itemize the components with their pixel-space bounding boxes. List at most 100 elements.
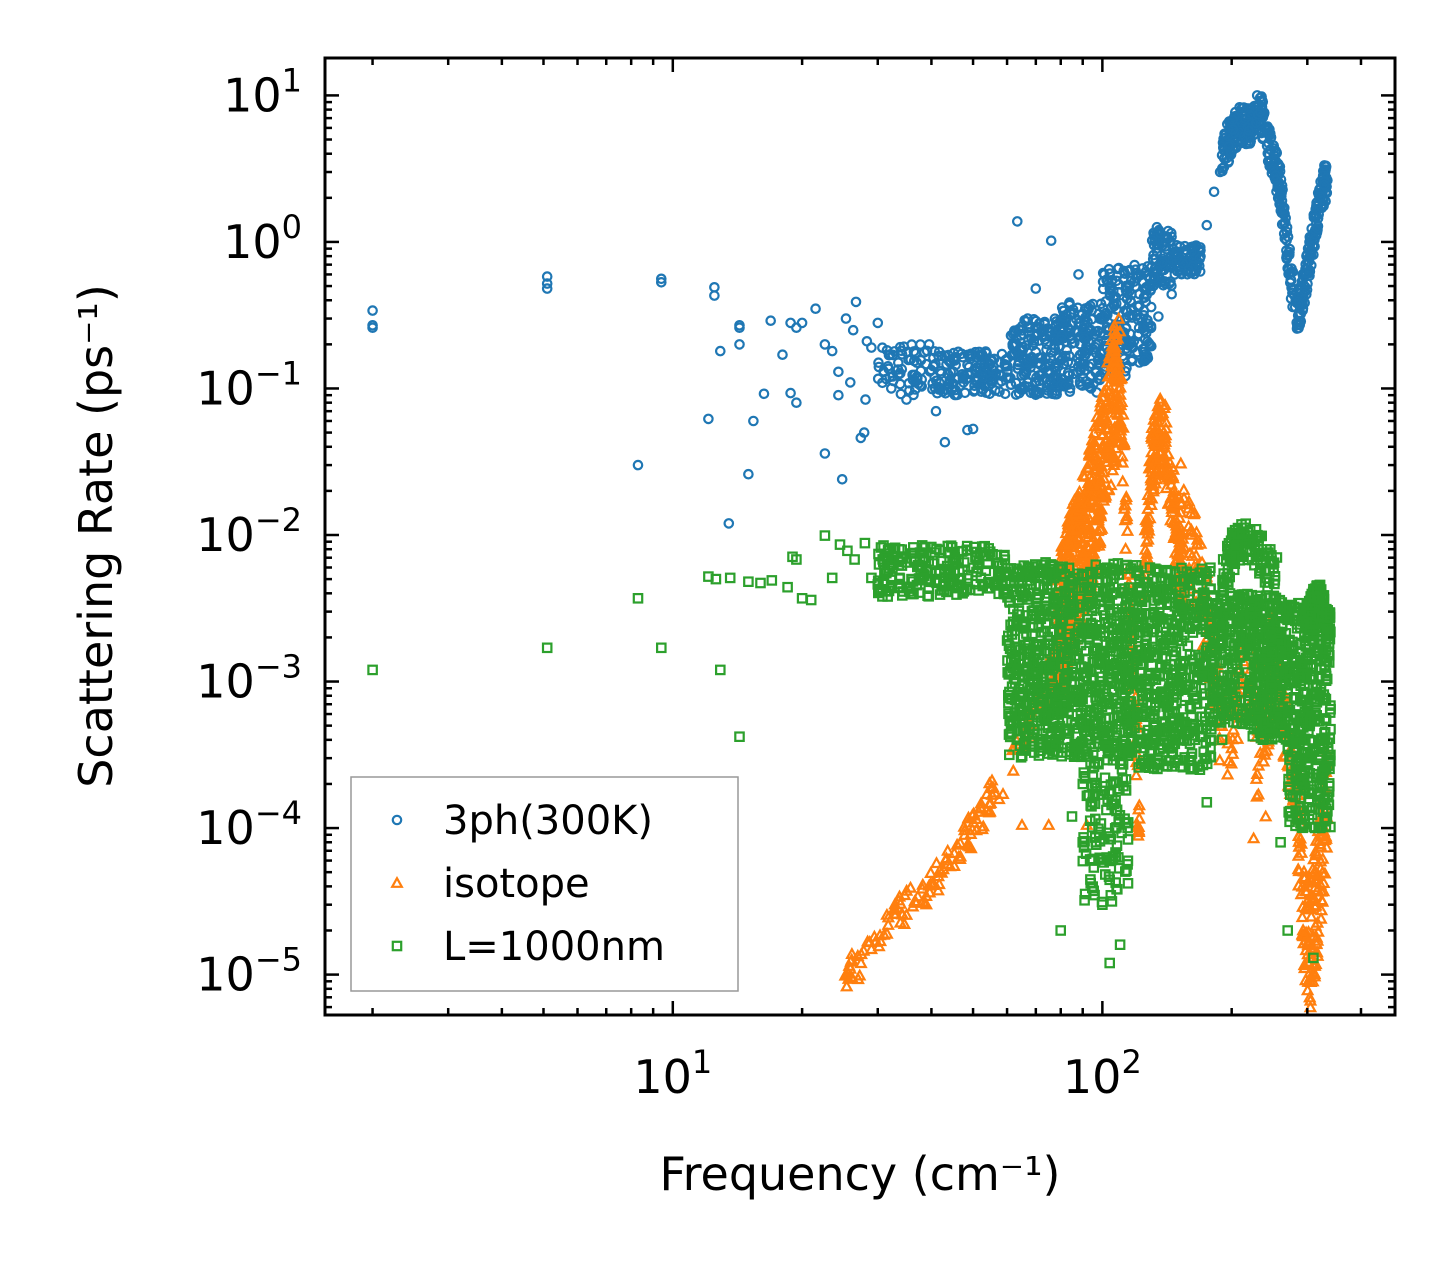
series-0-point	[734, 322, 745, 333]
series-2-point	[1119, 560, 1131, 571]
series-1-point	[1072, 529, 1086, 542]
series-2-point	[842, 545, 853, 557]
series-1-point	[1116, 474, 1130, 487]
series-1-point	[932, 877, 946, 890]
series-0-point	[1194, 253, 1205, 265]
series-1-point	[1226, 746, 1240, 759]
series-2-point	[1004, 643, 1016, 655]
series-1-point	[1006, 763, 1020, 776]
series-2-point	[896, 560, 908, 571]
series-0-point	[1308, 212, 1320, 223]
series-1-point	[1146, 453, 1160, 465]
series-0-point	[1302, 256, 1313, 268]
series-0-point	[1069, 337, 1080, 348]
series-1-point	[1087, 434, 1101, 447]
series-0-point	[873, 357, 884, 368]
series-1-point	[892, 893, 906, 906]
series-2-point	[859, 537, 871, 549]
series-0-point	[894, 367, 905, 379]
series-0-point	[758, 388, 770, 400]
series-0-point	[1078, 333, 1090, 344]
series-0-point	[885, 348, 896, 360]
series-1-point	[1195, 555, 1209, 568]
series-0-point	[1104, 268, 1116, 279]
series-2-point	[1111, 607, 1123, 618]
series-2-point	[819, 530, 831, 541]
series-2-point	[934, 589, 946, 600]
series-0-point	[959, 387, 971, 399]
series-2-point	[894, 572, 905, 584]
series-0-point	[1311, 197, 1322, 209]
series-1-point	[950, 837, 964, 850]
series-2-point	[1216, 734, 1228, 746]
series-1-point	[929, 856, 944, 869]
series-1-point	[1190, 536, 1204, 549]
series-0-point	[1270, 174, 1281, 186]
series-0-point	[1281, 235, 1292, 246]
series-0-point	[908, 374, 919, 386]
series-1-point	[1120, 509, 1134, 522]
series-1-point	[1082, 447, 1096, 460]
series-2-point	[632, 592, 644, 604]
series-0-point	[958, 370, 969, 382]
series-0-point	[1011, 216, 1023, 227]
series-1-point	[941, 857, 955, 870]
series-0-point	[1312, 223, 1323, 234]
series-0-point	[930, 405, 942, 417]
series-1-point	[1055, 539, 1069, 552]
series-0-point	[850, 296, 862, 308]
series-1-point	[1303, 1000, 1318, 1013]
series-0-point	[844, 377, 856, 388]
series-0-point	[1101, 310, 1112, 321]
series-0-point	[632, 459, 644, 471]
series-1-point	[1256, 754, 1271, 767]
series-0-point	[1064, 299, 1075, 311]
series-1-point	[1308, 918, 1323, 931]
series-1-point	[1167, 483, 1181, 496]
series-0-point	[1041, 344, 1052, 355]
series-0-point	[703, 413, 714, 425]
series-0-point	[709, 290, 720, 301]
series-0-point	[872, 373, 884, 385]
series-0-point	[977, 371, 989, 383]
series-1-point	[985, 773, 999, 786]
series-1-point	[1174, 456, 1188, 469]
series-1-point	[1251, 787, 1266, 800]
series-1-point	[887, 902, 901, 915]
series-1-point	[1220, 767, 1235, 780]
series-1-point	[1318, 866, 1332, 879]
series-0-point	[1261, 140, 1273, 152]
series-0-point	[743, 468, 754, 480]
series-2-point	[796, 592, 808, 604]
series-0-point	[1217, 165, 1228, 177]
series-0-point	[1245, 131, 1256, 143]
series-1-point	[881, 917, 895, 930]
series-1-point	[1310, 930, 1324, 943]
series-1-point	[974, 800, 988, 813]
series-1-point	[1176, 531, 1190, 544]
series-1-point	[1072, 484, 1087, 497]
series-1-point	[1295, 910, 1309, 923]
series-1-point	[1096, 385, 1111, 398]
series-0-point	[1049, 388, 1061, 400]
series-0-point	[1181, 248, 1192, 260]
series-1-point	[1138, 542, 1153, 555]
series-0-point	[931, 387, 943, 399]
series-1-point	[1114, 427, 1128, 440]
series-2-point	[971, 566, 982, 578]
series-2-point	[989, 579, 1001, 591]
series-0-point	[1309, 234, 1320, 245]
series-1-point	[1088, 512, 1102, 525]
series-0-point	[1098, 283, 1109, 295]
series-1-point	[1177, 482, 1191, 495]
series-0-point	[929, 346, 940, 357]
series-2-point	[879, 550, 890, 562]
series-2-point	[1109, 659, 1121, 671]
series-0-point	[1281, 252, 1292, 263]
series-0-point	[791, 397, 802, 408]
series-2-point	[1275, 836, 1286, 848]
series-2-point	[1282, 925, 1293, 936]
series-0-point	[1160, 278, 1171, 289]
series-0-point	[819, 448, 831, 459]
series-0-point	[810, 303, 821, 314]
